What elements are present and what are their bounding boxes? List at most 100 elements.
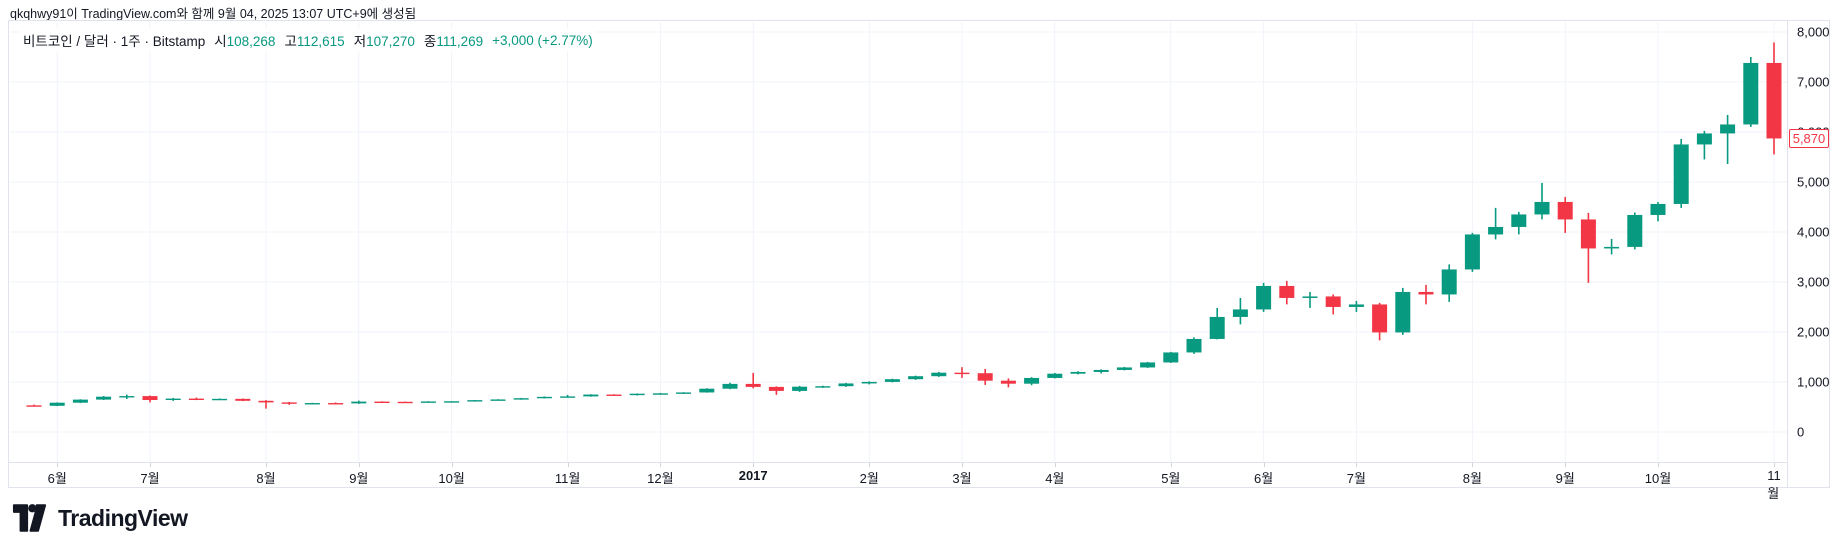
candle-up[interactable] bbox=[1604, 246, 1620, 249]
candle-down[interactable] bbox=[1418, 291, 1434, 295]
x-axis-label: 3월 bbox=[952, 471, 972, 486]
candle-down[interactable] bbox=[188, 398, 204, 400]
candle-up[interactable] bbox=[444, 401, 460, 403]
candle-down[interactable] bbox=[1325, 296, 1341, 307]
candle-up[interactable] bbox=[699, 388, 715, 393]
candle-up[interactable] bbox=[1070, 371, 1086, 374]
candle-up[interactable] bbox=[1140, 362, 1156, 368]
ohlc-values: 시108,268 고112,615 저107,270 종111,269 bbox=[214, 30, 483, 50]
candle-up[interactable] bbox=[490, 399, 506, 401]
x-axis-tick bbox=[358, 463, 360, 467]
candle-up[interactable] bbox=[513, 398, 529, 400]
candle-down[interactable] bbox=[768, 386, 784, 391]
candle-up[interactable] bbox=[1650, 203, 1666, 215]
candle-up[interactable] bbox=[560, 396, 576, 398]
symbol-title[interactable]: 비트코인 / 달러 · 1주 · Bitstamp bbox=[23, 34, 206, 49]
candle-up[interactable] bbox=[722, 383, 738, 389]
candle-down[interactable] bbox=[142, 396, 158, 400]
candle-up[interactable] bbox=[1673, 144, 1689, 204]
x-axis-tick bbox=[1170, 463, 1172, 467]
last-price-label: 5,870 bbox=[1789, 129, 1829, 148]
candle-up[interactable] bbox=[119, 396, 135, 398]
candle-down[interactable] bbox=[1557, 201, 1573, 220]
candle-down[interactable] bbox=[235, 398, 251, 401]
candle-up[interactable] bbox=[1302, 296, 1318, 298]
candle-down[interactable] bbox=[258, 400, 274, 403]
candle-up[interactable] bbox=[861, 381, 877, 384]
candle-up[interactable] bbox=[420, 401, 436, 403]
candle-up[interactable] bbox=[1720, 124, 1736, 134]
y-axis-label: 1,000 bbox=[1797, 374, 1830, 390]
x-axis-tick bbox=[1774, 463, 1775, 467]
price-axis[interactable]: 01,0002,0003,0004,0005,0006,0007,0008,00… bbox=[1787, 21, 1830, 462]
candle-down[interactable] bbox=[328, 403, 344, 405]
candle-up[interactable] bbox=[1348, 304, 1364, 307]
candle-up[interactable] bbox=[1186, 338, 1202, 353]
candle-up[interactable] bbox=[351, 401, 367, 404]
time-axis[interactable]: 6월 7월 8월 9월 10월 11월 12월 2017 2월 3월 4월 5월 6월 7월 8월 9월 10월… bbox=[9, 462, 1787, 501]
candlestick-plot[interactable] bbox=[10, 22, 1787, 463]
candle-down[interactable] bbox=[397, 401, 413, 404]
tradingview-logo-icon bbox=[12, 504, 47, 532]
candle-up[interactable] bbox=[49, 402, 65, 406]
candle-down[interactable] bbox=[374, 401, 390, 403]
candle-up[interactable] bbox=[792, 386, 808, 391]
candle-down[interactable] bbox=[977, 373, 993, 381]
candle-up[interactable] bbox=[467, 400, 483, 402]
candle-up[interactable] bbox=[1163, 352, 1179, 363]
candle-up[interactable] bbox=[815, 386, 831, 388]
candle-up[interactable] bbox=[1441, 269, 1457, 295]
close-value: 111,269 bbox=[436, 34, 484, 49]
x-axis-tick bbox=[150, 463, 151, 467]
candle-down[interactable] bbox=[606, 394, 622, 396]
candle-up[interactable] bbox=[1395, 291, 1411, 333]
candle-up[interactable] bbox=[212, 398, 228, 401]
candle-up[interactable] bbox=[1464, 234, 1480, 270]
candle-down[interactable] bbox=[1372, 304, 1388, 333]
candle-up[interactable] bbox=[1511, 214, 1527, 227]
candle-up[interactable] bbox=[1534, 201, 1550, 215]
x-axis-label: 7월 bbox=[1346, 471, 1366, 486]
candle-down[interactable] bbox=[281, 402, 297, 404]
candle-up[interactable] bbox=[1093, 369, 1109, 372]
candle-down[interactable] bbox=[954, 372, 970, 375]
candle-up[interactable] bbox=[629, 393, 645, 396]
y-axis-label: 4,000 bbox=[1797, 224, 1830, 240]
candle-up[interactable] bbox=[676, 392, 692, 394]
candle-up[interactable] bbox=[652, 393, 668, 395]
low-value: 107,270 bbox=[366, 34, 415, 49]
candle-up[interactable] bbox=[1743, 62, 1759, 125]
x-axis-tick bbox=[1356, 463, 1358, 467]
x-axis-tick bbox=[753, 463, 755, 467]
tradingview-logo[interactable]: TradingView bbox=[12, 503, 188, 534]
y-axis-label: 8,000 bbox=[1797, 24, 1830, 40]
candle-up[interactable] bbox=[1488, 226, 1504, 235]
x-axis-tick bbox=[869, 463, 871, 467]
candle-up[interactable] bbox=[1024, 377, 1040, 384]
candle-up[interactable] bbox=[72, 399, 88, 403]
candle-up[interactable] bbox=[536, 396, 552, 399]
candle-up[interactable] bbox=[96, 396, 112, 400]
candle-up[interactable] bbox=[838, 383, 854, 387]
candle-down[interactable] bbox=[1000, 380, 1016, 384]
candle-down[interactable] bbox=[26, 405, 42, 407]
candle-up[interactable] bbox=[304, 403, 320, 405]
candle-up[interactable] bbox=[165, 398, 181, 400]
candle-up[interactable] bbox=[583, 394, 599, 397]
candle-up[interactable] bbox=[931, 372, 947, 377]
candle-up[interactable] bbox=[1627, 214, 1643, 247]
candle-down[interactable] bbox=[1766, 62, 1782, 139]
candle-up[interactable] bbox=[1047, 373, 1063, 378]
candle-down[interactable] bbox=[1580, 219, 1596, 249]
candle-up[interactable] bbox=[1256, 285, 1272, 310]
candle-down[interactable] bbox=[1279, 285, 1295, 298]
candle-up[interactable] bbox=[1232, 309, 1248, 317]
candle-up[interactable] bbox=[908, 376, 924, 380]
candle-up[interactable] bbox=[1209, 316, 1225, 339]
candle-up[interactable] bbox=[1116, 367, 1132, 370]
candle-up[interactable] bbox=[884, 379, 900, 382]
candle-down[interactable] bbox=[745, 383, 761, 387]
low-label: 저 bbox=[353, 34, 367, 49]
candle-up[interactable] bbox=[1696, 133, 1712, 145]
grid bbox=[10, 22, 1787, 463]
